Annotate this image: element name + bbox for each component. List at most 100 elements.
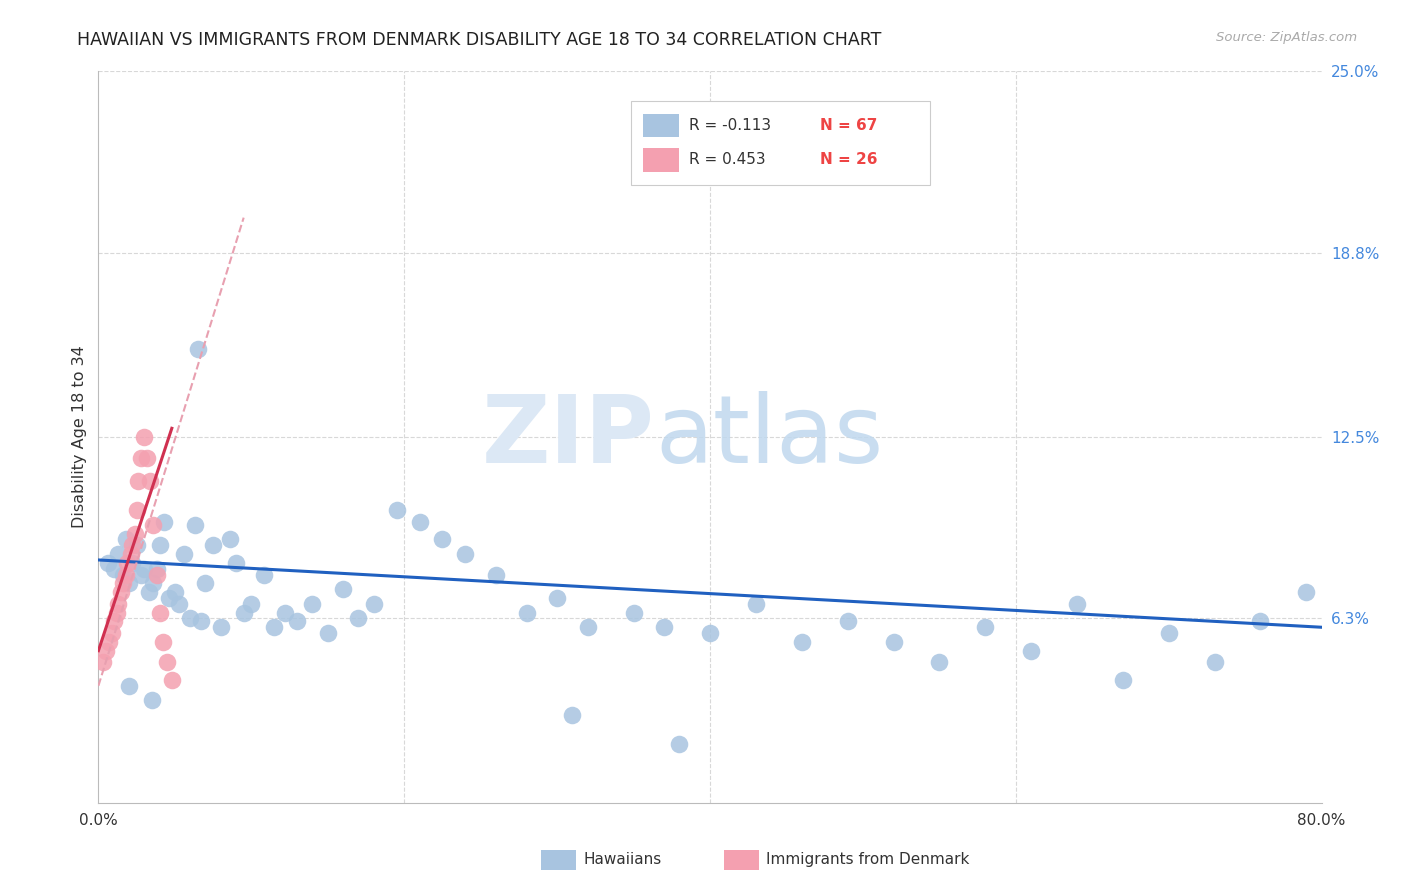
Point [1157, 626, 1180, 640]
Point [163, 585, 186, 599]
Point [111, 576, 134, 591]
Point [134, 562, 156, 576]
Point [125, 503, 148, 517]
Point [117, 556, 139, 570]
Point [127, 474, 149, 488]
Point [115, 567, 138, 582]
Point [745, 597, 768, 611]
Point [110, 585, 132, 599]
FancyBboxPatch shape [630, 101, 931, 185]
Point [225, 556, 247, 570]
Point [274, 606, 297, 620]
Point [974, 620, 997, 634]
Point [139, 474, 162, 488]
Point [173, 547, 195, 561]
Y-axis label: Disability Age 18 to 34: Disability Age 18 to 34 [72, 346, 87, 528]
FancyBboxPatch shape [643, 114, 679, 137]
Point [103, 562, 125, 576]
Point [124, 526, 146, 541]
Point [1249, 615, 1271, 629]
Text: N = 67: N = 67 [820, 118, 877, 133]
Point [699, 626, 721, 640]
Point [240, 597, 263, 611]
Point [1019, 643, 1042, 657]
Point [179, 611, 201, 625]
Point [141, 693, 163, 707]
Text: R = 0.453: R = 0.453 [689, 153, 766, 168]
Point [385, 503, 408, 517]
Point [928, 656, 950, 670]
Point [149, 538, 172, 552]
Point [285, 615, 308, 629]
Point [115, 533, 138, 547]
Point [152, 635, 174, 649]
Point [157, 591, 180, 605]
Point [121, 538, 143, 552]
Point [187, 343, 209, 357]
Point [837, 615, 859, 629]
Point [219, 533, 242, 547]
Point [232, 606, 254, 620]
Point [263, 620, 285, 634]
Point [883, 635, 905, 649]
Point [1112, 673, 1135, 687]
Point [454, 547, 477, 561]
Point [129, 450, 152, 465]
Point [546, 591, 568, 605]
Point [103, 615, 125, 629]
Point [652, 620, 675, 634]
Point [156, 656, 179, 670]
Point [790, 635, 813, 649]
Point [301, 597, 323, 611]
Text: N = 26: N = 26 [820, 153, 877, 168]
Point [485, 567, 508, 582]
Point [138, 585, 160, 599]
Point [332, 582, 354, 597]
Point [1204, 656, 1226, 670]
Point [561, 708, 583, 723]
Point [153, 515, 176, 529]
Point [118, 576, 141, 591]
Point [111, 567, 134, 582]
Point [101, 626, 124, 640]
Point [202, 538, 225, 552]
Point [149, 606, 172, 620]
Text: Hawaiians: Hawaiians [583, 853, 662, 867]
Point [121, 556, 143, 570]
Point [516, 606, 538, 620]
Point [142, 517, 165, 532]
Point [160, 673, 183, 687]
Point [363, 597, 385, 611]
Text: ZIP: ZIP [482, 391, 655, 483]
Text: R = -0.113: R = -0.113 [689, 118, 772, 133]
Point [120, 547, 142, 561]
Point [136, 450, 159, 465]
Text: Source: ZipAtlas.com: Source: ZipAtlas.com [1216, 31, 1357, 45]
Point [107, 547, 129, 561]
Point [94, 643, 117, 657]
Point [190, 615, 212, 629]
Point [91, 656, 114, 670]
Point [194, 576, 217, 591]
Point [98, 635, 121, 649]
Point [316, 626, 339, 640]
Text: Immigrants from Denmark: Immigrants from Denmark [766, 853, 970, 867]
Point [576, 620, 599, 634]
Point [408, 515, 430, 529]
Point [1066, 597, 1088, 611]
Point [129, 567, 152, 582]
Point [169, 597, 191, 611]
Point [145, 562, 167, 576]
FancyBboxPatch shape [643, 148, 679, 171]
Point [125, 538, 148, 552]
Point [209, 620, 232, 634]
Point [142, 576, 165, 591]
Point [668, 737, 690, 751]
Point [432, 533, 454, 547]
Point [1295, 585, 1317, 599]
Text: atlas: atlas [655, 391, 883, 483]
Point [105, 606, 128, 620]
Point [145, 567, 167, 582]
Point [623, 606, 645, 620]
Point [347, 611, 370, 625]
